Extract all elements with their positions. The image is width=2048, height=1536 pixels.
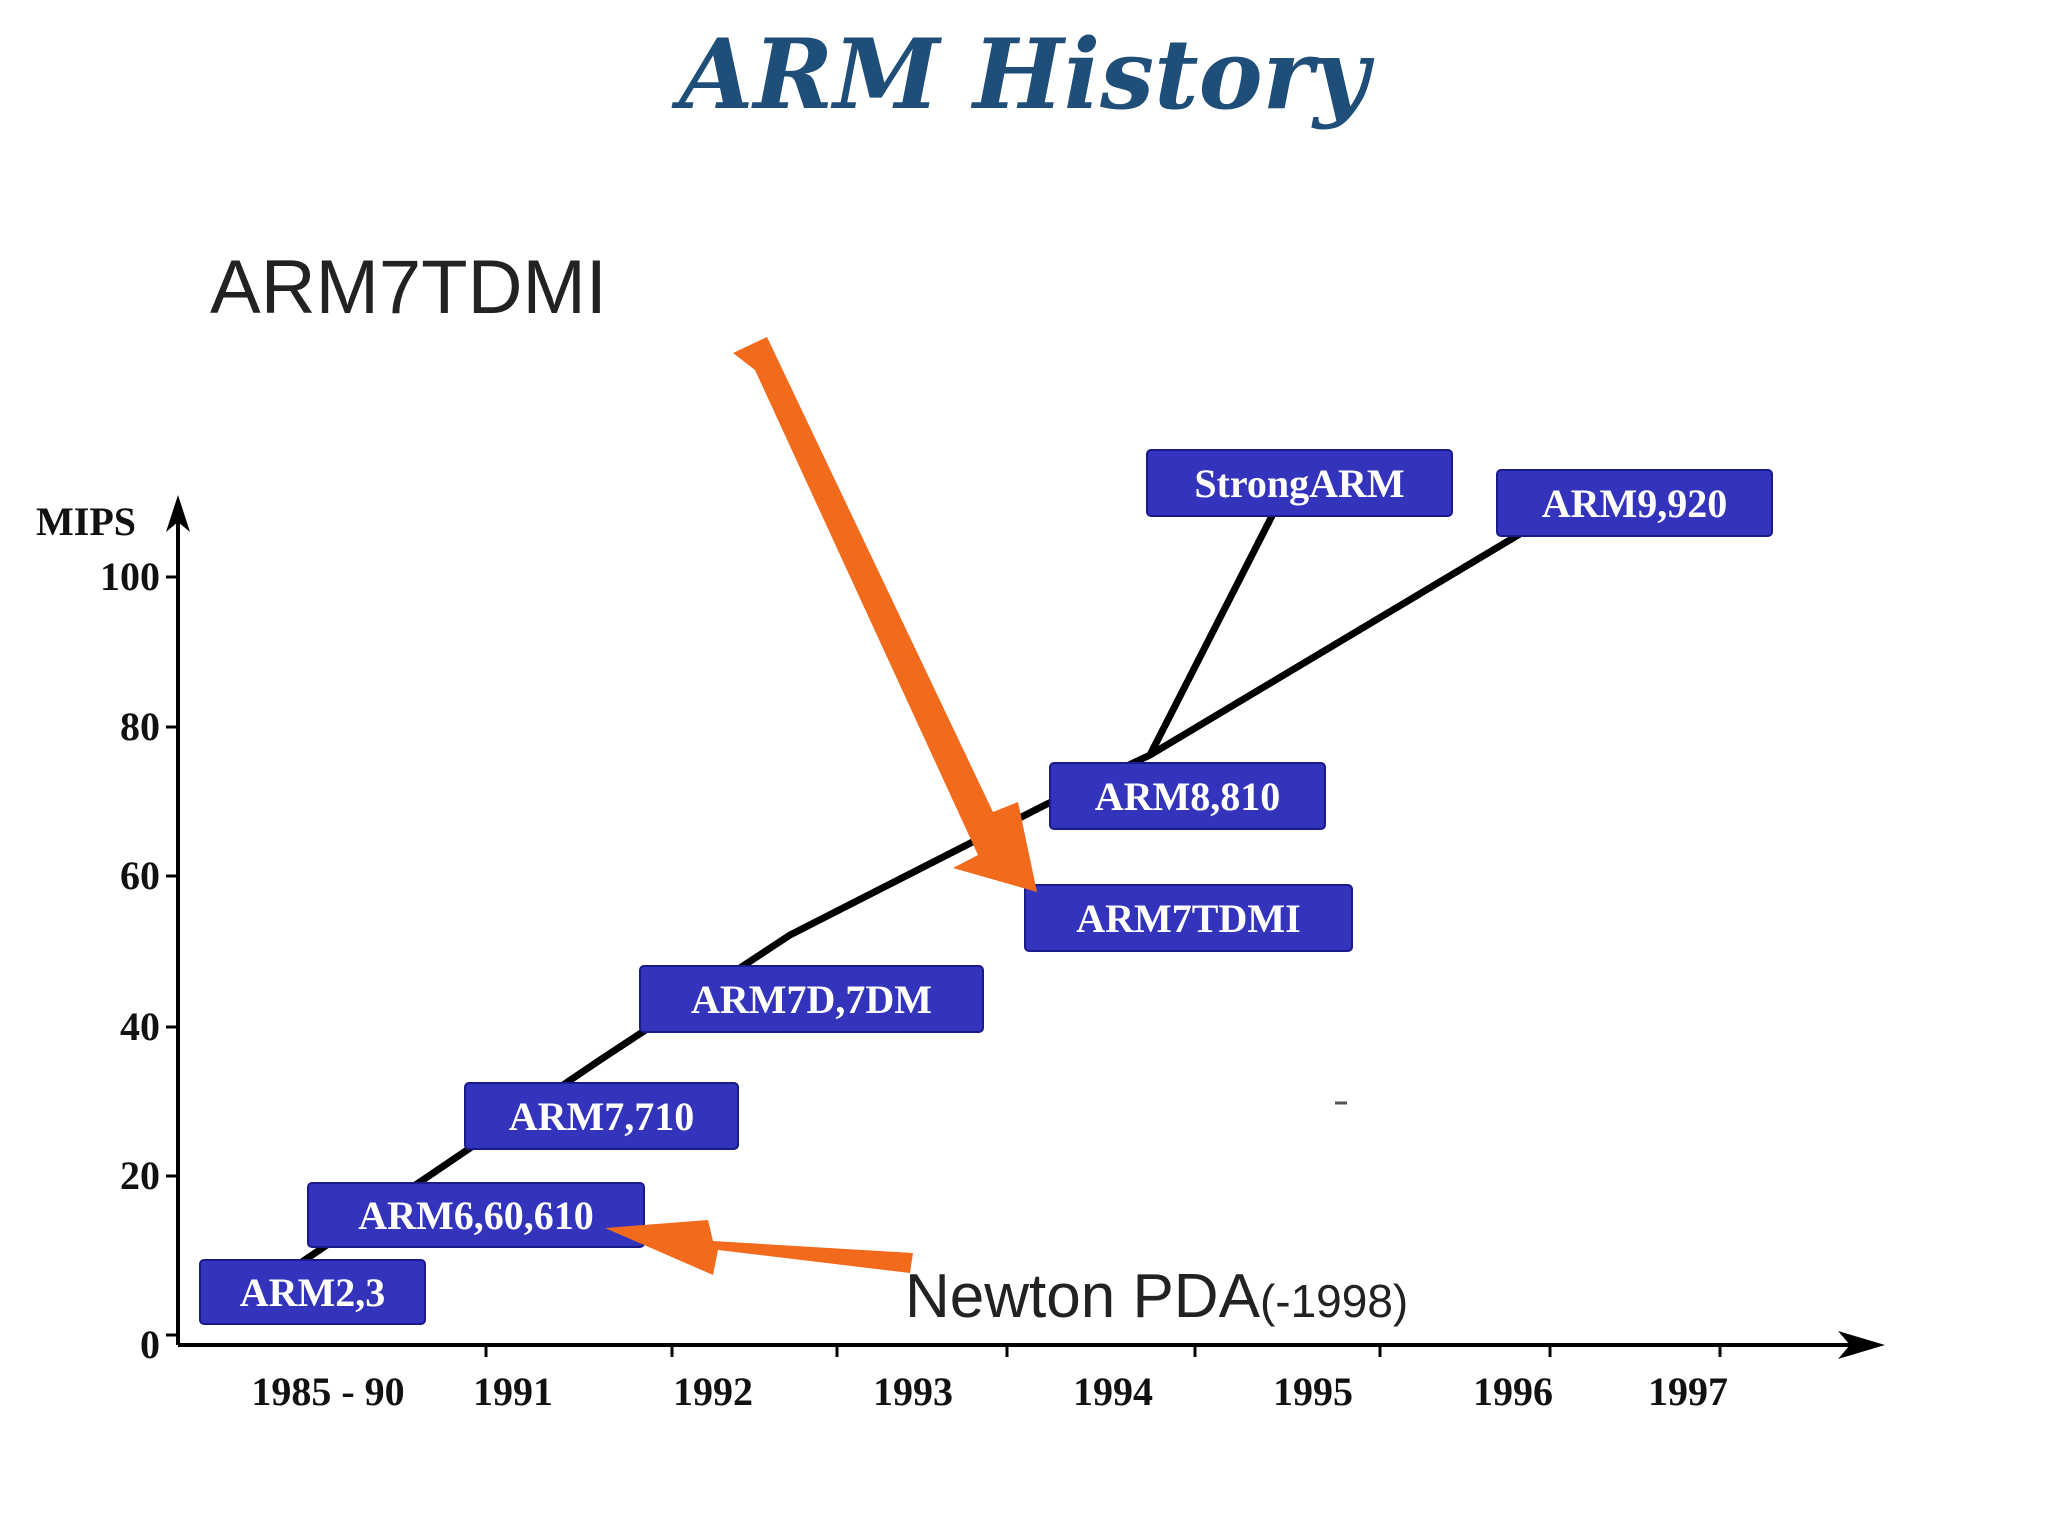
x-tick-label: 1993 xyxy=(873,1369,953,1414)
data-chip-label: ARM7D,7DM xyxy=(691,977,932,1022)
data-chip: ARM8,810 xyxy=(1049,762,1326,830)
data-chip-label: ARM7TDMI xyxy=(1076,896,1300,941)
data-chip-label: ARM6,60,610 xyxy=(358,1193,594,1238)
x-tick-label: 1994 xyxy=(1073,1369,1153,1414)
x-tick-label: 1991 xyxy=(473,1369,553,1414)
callout-arm7tdmi: ARM7TDMI xyxy=(210,245,607,330)
data-chip-box xyxy=(464,1082,739,1150)
data-chip-box xyxy=(307,1182,645,1248)
data-chip-box xyxy=(1496,469,1773,537)
callout-arrow-arm7tdmi xyxy=(733,337,1037,892)
y-tick-label: 80 xyxy=(120,704,160,749)
x-tick-label: 1996 xyxy=(1473,1369,1553,1414)
callout-arrow-newton xyxy=(605,1220,913,1275)
y-tick-label: 100 xyxy=(100,554,160,599)
y-ticks: 0 20 40 60 80 100 xyxy=(100,554,178,1367)
data-chip: ARM7,710 xyxy=(464,1082,739,1150)
callout-newton-suffix: (-1998) xyxy=(1260,1275,1408,1327)
data-chip: ARM7TDMI xyxy=(1024,884,1353,952)
data-chip-box xyxy=(199,1259,426,1325)
data-chip: ARM7D,7DM xyxy=(639,965,984,1033)
data-chip-label: ARM2,3 xyxy=(240,1270,386,1315)
data-chip: ARM2,3 xyxy=(199,1259,426,1325)
x-ticks: 1985 - 90 1991 1992 1993 1994 1995 1996 1997 xyxy=(251,1345,1728,1414)
series-line xyxy=(288,506,1562,1273)
data-chip-box xyxy=(1024,884,1353,952)
data-chip: ARM9,920 xyxy=(1496,469,1773,537)
y-tick-label: 0 xyxy=(140,1322,160,1367)
callout-newton-pda: Newton PDA(-1998) xyxy=(905,1262,1408,1331)
data-chip-box xyxy=(1146,449,1453,517)
data-chip-box xyxy=(1049,762,1326,830)
y-tick-label: 40 xyxy=(120,1004,160,1049)
data-chip-label: StrongARM xyxy=(1194,461,1404,506)
data-chip-label: ARM9,920 xyxy=(1542,481,1728,526)
data-chips: ARM2,3 ARM6,60,610 ARM7,710 ARM7D,7DM ARM7TD… xyxy=(199,449,1773,1325)
y-tick-label: 20 xyxy=(120,1153,160,1198)
data-chip-label: ARM8,810 xyxy=(1095,774,1281,819)
y-axis-label: MIPS xyxy=(36,499,136,544)
x-tick-label: 1985 - 90 xyxy=(251,1369,404,1414)
data-chip-box xyxy=(639,965,984,1033)
data-chip: StrongARM xyxy=(1146,449,1453,517)
slide-title: ARM History xyxy=(679,18,1369,131)
data-chip-label: ARM7,710 xyxy=(509,1094,695,1139)
data-chip: ARM6,60,610 xyxy=(307,1182,645,1248)
callout-newton-main: Newton PDA xyxy=(905,1262,1261,1331)
x-axis-arrow-icon xyxy=(1838,1331,1885,1359)
strongarm-branch-line xyxy=(1146,508,1279,757)
x-tick-label: 1997 xyxy=(1648,1369,1728,1414)
y-axis-arrow-icon xyxy=(166,495,190,532)
x-tick-label: 1992 xyxy=(673,1369,753,1414)
x-tick-label: 1995 xyxy=(1273,1369,1353,1414)
y-tick-label: 60 xyxy=(120,853,160,898)
